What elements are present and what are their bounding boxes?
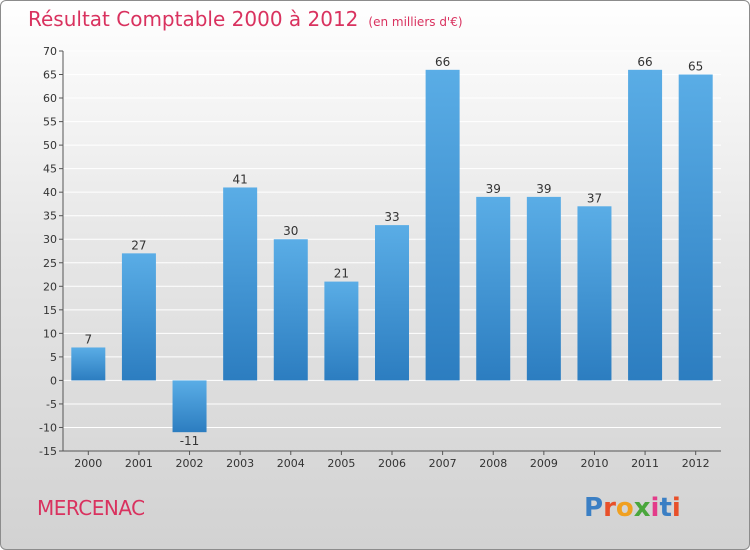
y-tick-label: 65 [43, 69, 57, 82]
y-tick-label: 50 [43, 139, 57, 152]
y-tick-label: 25 [43, 257, 57, 270]
x-tick-label: 2005 [327, 457, 355, 470]
bar-2007[interactable] [425, 69, 460, 381]
value-label: 21 [334, 267, 349, 281]
commune-name: MERCENAC [37, 496, 145, 520]
value-label: 27 [131, 238, 146, 252]
bar-2005[interactable] [324, 281, 359, 381]
value-label: 66 [637, 55, 652, 69]
value-label: 41 [233, 172, 248, 186]
y-tick-label: 5 [50, 351, 57, 364]
bar-2012[interactable] [678, 74, 713, 381]
y-tick-label: 30 [43, 233, 57, 246]
value-label: 37 [587, 191, 602, 205]
x-tick-label: 2006 [378, 457, 406, 470]
y-tick-label: -5 [46, 398, 57, 411]
y-tick-label: 0 [50, 374, 57, 387]
bar-2009[interactable] [526, 196, 561, 381]
y-tick-label: 45 [43, 163, 57, 176]
x-tick-label: 2003 [226, 457, 254, 470]
bar-2001[interactable] [121, 253, 156, 381]
title-text: Résultat Comptable 2000 à 2012 [28, 7, 359, 31]
logo-letter: r [603, 493, 616, 523]
value-label: 39 [486, 182, 501, 196]
y-tick-label: 10 [43, 327, 57, 340]
value-label: 30 [283, 224, 298, 238]
value-label: 65 [688, 60, 703, 74]
value-label: -11 [180, 434, 200, 448]
bar-2003[interactable] [223, 187, 258, 381]
value-label: 66 [435, 55, 450, 69]
y-tick-label: 70 [43, 45, 57, 58]
y-tick-label: 20 [43, 280, 57, 293]
x-tick-label: 2002 [176, 457, 204, 470]
x-tick-label: 2007 [429, 457, 457, 470]
y-tick-label: 60 [43, 92, 57, 105]
x-tick-label: 2008 [479, 457, 507, 470]
bars [71, 69, 713, 433]
logo-letter: t [659, 493, 672, 523]
value-label: 7 [84, 332, 92, 346]
x-tick-label: 2000 [74, 457, 102, 470]
x-tick-label: 2011 [631, 457, 659, 470]
bar-2011[interactable] [628, 69, 663, 381]
logo-letter: i [671, 493, 681, 523]
y-tick-label: -10 [39, 421, 57, 434]
x-tick-label: 2001 [125, 457, 153, 470]
axes: -15 -10 -5 0 5 10 15 20 25 30 35 40 45 50 55 60 65 70 2000… [39, 45, 721, 470]
logo-letter: o [615, 493, 634, 523]
x-tick-label: 2010 [580, 457, 608, 470]
y-tick-label: 15 [43, 304, 57, 317]
x-tick-label: 2004 [277, 457, 305, 470]
logo-letter: P [584, 493, 604, 523]
y-tick-label: 35 [43, 210, 57, 223]
y-tick-label: 40 [43, 186, 57, 199]
logo-letter: i [650, 493, 660, 523]
bar-2004[interactable] [273, 239, 308, 381]
bar-2002[interactable] [172, 380, 207, 433]
logo-letter: x [633, 493, 651, 523]
y-tick-label: -15 [39, 445, 57, 458]
bar-2000[interactable] [71, 347, 106, 381]
value-label: 39 [536, 182, 551, 196]
bar-2008[interactable] [476, 196, 511, 381]
x-tick-label: 2009 [530, 457, 558, 470]
x-tick-label: 2012 [682, 457, 710, 470]
chart-title: Résultat Comptable 2000 à 2012 (en millie… [28, 7, 463, 31]
data-labels: 7 27 -11 41 30 21 33 66 39 39 37 66 65 [84, 55, 703, 448]
chart-subtitle: (en milliers d'€) [368, 15, 463, 29]
bar-2010[interactable] [577, 206, 612, 381]
bar-2006[interactable] [375, 225, 409, 381]
y-tick-label: 55 [43, 116, 57, 129]
value-label: 33 [384, 210, 399, 224]
